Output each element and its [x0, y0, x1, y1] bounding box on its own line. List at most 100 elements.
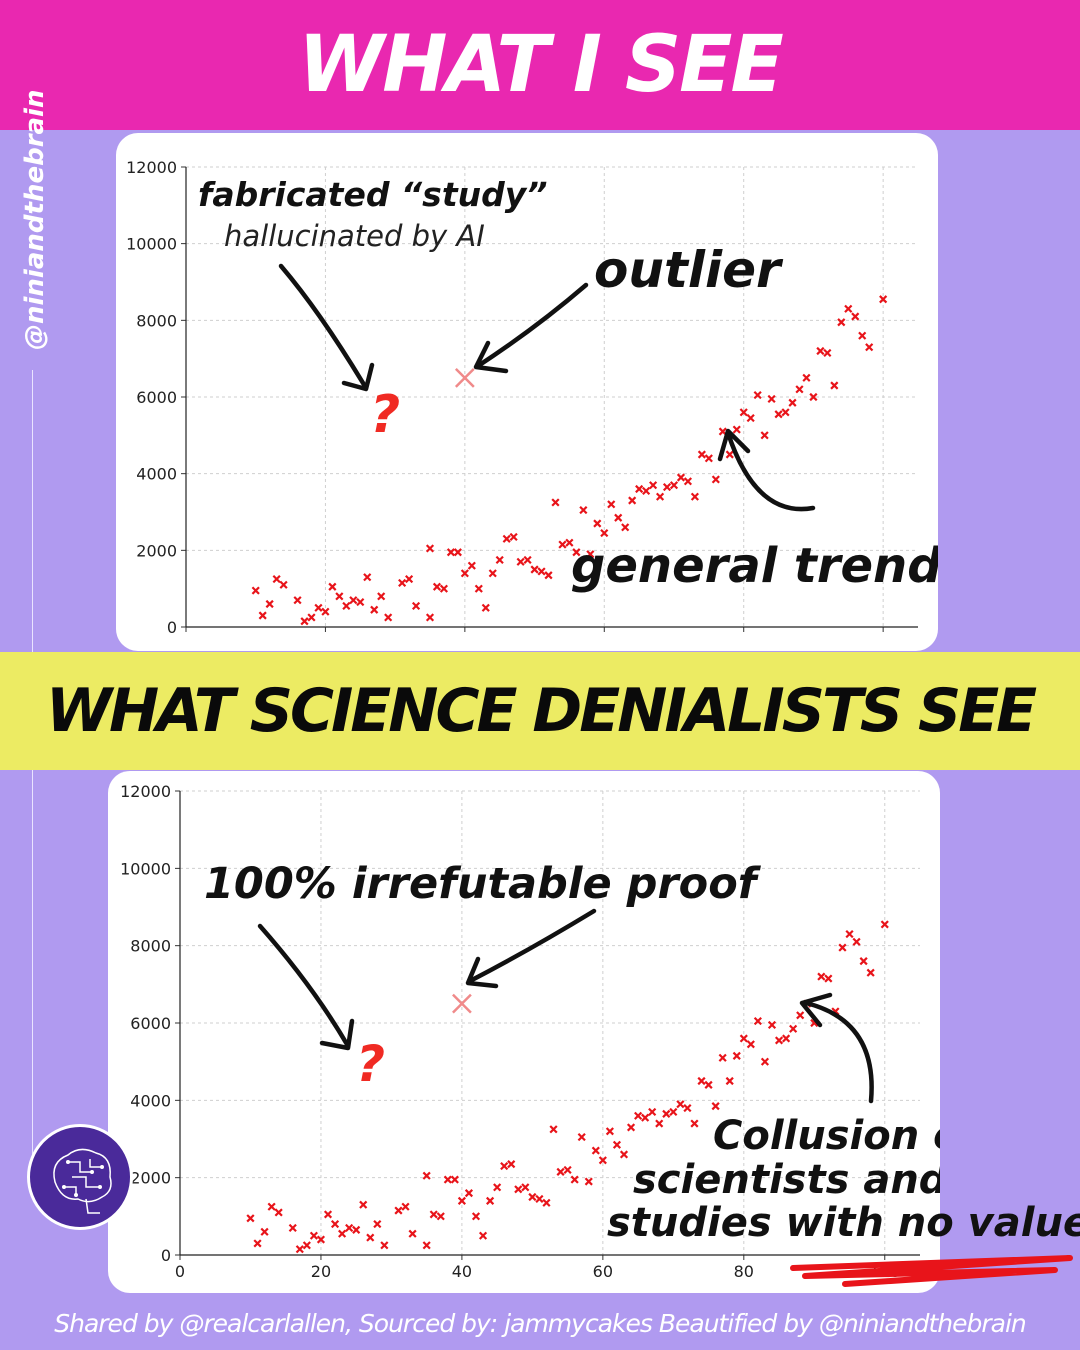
data-point: [796, 1011, 805, 1020]
data-point: [635, 484, 644, 494]
data-point: [563, 1165, 572, 1175]
data-point: [253, 1239, 262, 1248]
x-tick-label: 80: [734, 1262, 754, 1281]
data-point: [401, 1202, 410, 1211]
data-point: [246, 1214, 255, 1223]
question-mark-bottom: ?: [356, 1035, 386, 1093]
data-point: [746, 1040, 755, 1049]
data-point: [288, 1223, 297, 1233]
data-point: [471, 1212, 481, 1221]
data-point: [591, 1146, 600, 1155]
data-point: [272, 575, 281, 584]
y-tick-label: 8000: [130, 937, 171, 956]
data-point: [514, 1185, 523, 1194]
data-point: [711, 1102, 720, 1111]
data-point: [614, 513, 623, 522]
data-point: [467, 561, 476, 570]
data-point: [586, 550, 595, 559]
data-point: [493, 1183, 502, 1192]
data-point: [495, 555, 504, 564]
data-point: [621, 523, 630, 532]
data-point: [516, 557, 525, 566]
data-point: [460, 569, 469, 578]
data-point: [753, 391, 762, 400]
data-point: [481, 603, 490, 612]
data-point: [446, 548, 455, 557]
data-point: [642, 486, 651, 495]
y-tick-label: 2000: [136, 541, 177, 560]
data-point: [295, 1245, 304, 1254]
data-point: [411, 601, 421, 610]
data-point: [824, 974, 833, 983]
data-point: [655, 1119, 664, 1128]
data-point: [488, 569, 497, 578]
data-point: [432, 582, 442, 591]
y-tick-label: 0: [161, 1246, 171, 1265]
data-point: [739, 1034, 748, 1043]
mid-title-band: WHAT SCIENCE DENIALISTS SEE: [0, 652, 1080, 770]
data-point: [725, 450, 734, 459]
data-point: [258, 611, 267, 620]
data-point: [307, 613, 316, 622]
data-point: [718, 1053, 727, 1062]
data-point: [509, 532, 518, 541]
data-point: [774, 1036, 784, 1045]
data-point: [704, 1080, 713, 1089]
y-tick-label: 10000: [126, 235, 177, 254]
x-tick-label: 0: [175, 1262, 185, 1281]
data-point: [655, 492, 665, 501]
data-point: [542, 1198, 551, 1207]
data-point: [453, 548, 462, 557]
data-point: [676, 1100, 685, 1109]
data-point: [260, 1227, 269, 1236]
data-point: [598, 1156, 607, 1165]
data-point: [649, 481, 658, 490]
outlier-point: [454, 367, 475, 388]
data-point: [704, 454, 713, 463]
data-point: [425, 544, 435, 553]
data-point: [267, 1202, 276, 1211]
y-tick-label: 6000: [130, 1014, 171, 1033]
y-tick-label: 2000: [130, 1169, 171, 1188]
collusion-line-2: scientists and paid: [633, 1157, 940, 1203]
data-point: [767, 1020, 777, 1030]
data-point: [725, 1076, 734, 1086]
data-point: [356, 598, 365, 607]
data-point: [866, 968, 875, 977]
data-point: [837, 318, 846, 327]
data-point: [676, 473, 686, 482]
fabricated-label: fabricated “study”: [198, 175, 548, 214]
data-point: [858, 331, 867, 340]
data-point: [377, 592, 386, 601]
data-point: [330, 1219, 340, 1229]
data-point: [746, 414, 755, 423]
data-point: [619, 1150, 629, 1159]
data-point: [767, 394, 776, 403]
data-point: [711, 475, 720, 484]
brain-icon: [53, 1148, 112, 1214]
data-point: [852, 937, 861, 946]
data-point: [718, 427, 727, 436]
data-point: [683, 477, 693, 486]
data-point: [558, 540, 567, 549]
data-point: [507, 1160, 516, 1169]
data-point: [544, 571, 553, 580]
data-point: [579, 506, 588, 515]
data-point: [732, 425, 741, 434]
data-point: [690, 1119, 699, 1128]
data-point: [422, 1241, 431, 1250]
data-point: [634, 1111, 643, 1120]
data-point: [626, 1123, 636, 1132]
y-tick-label: 10000: [120, 859, 171, 878]
mid-title: WHAT SCIENCE DENIALISTS SEE: [45, 676, 1037, 746]
data-point: [690, 492, 699, 501]
data-point: [323, 1210, 333, 1219]
data-point: [425, 613, 435, 622]
data-point: [523, 555, 532, 564]
data-point: [628, 496, 637, 505]
data-point: [439, 584, 449, 593]
data-point: [279, 580, 288, 589]
data-point: [500, 1161, 509, 1171]
hallucinated-label: hallucinated by AI: [224, 219, 485, 253]
data-point: [565, 538, 574, 547]
